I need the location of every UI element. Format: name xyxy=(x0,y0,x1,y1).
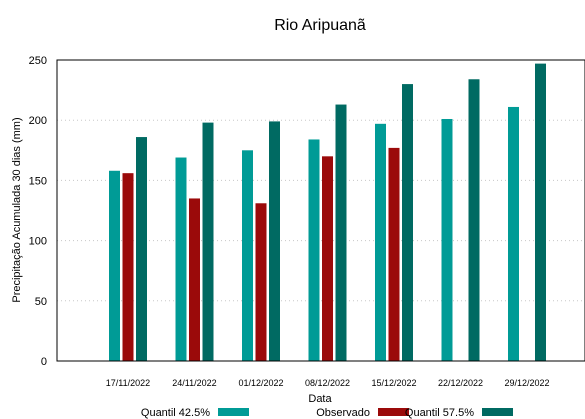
y-axis-label: Precipitação Acumulada 30 dias (mm) xyxy=(11,117,23,302)
legend: Quantil 42.5% Observado Quantil 57.5% xyxy=(141,407,513,419)
bar-observado-4 xyxy=(322,156,333,361)
bar-quantil-42-5-2 xyxy=(175,157,187,361)
bar-observado-2 xyxy=(189,198,200,361)
bar-observado-5 xyxy=(388,147,400,361)
bar-observado-1 xyxy=(122,173,134,361)
x-tick-label: 01/12/2022 xyxy=(238,378,283,388)
x-tick-labels: 17/11/2022 24/11/2022 01/12/2022 08/12/2022… xyxy=(106,378,550,388)
bar-quantil-57-5-4 xyxy=(335,104,347,361)
legend-label: Observado xyxy=(316,407,370,419)
x-tick-label: 22/12/2022 xyxy=(438,378,483,388)
y-tick-label: 0 xyxy=(41,356,47,368)
y-tick-label: 150 xyxy=(29,175,47,187)
legend-label: Quantil 42.5% xyxy=(141,407,210,419)
axes xyxy=(56,59,585,362)
bar-quantil-57-5-3 xyxy=(269,121,280,362)
bar-quantil-42-5-1 xyxy=(109,170,120,361)
x-tick-label: 17/11/2022 xyxy=(106,378,150,388)
bar-quantil-57-5-2 xyxy=(202,122,214,361)
x-axis-label: Data xyxy=(308,393,332,405)
bar-observado-3 xyxy=(255,203,267,361)
x-tick-label: 08/12/2022 xyxy=(305,378,350,388)
legend-swatch xyxy=(378,408,409,416)
bar-quantil-42-5-4 xyxy=(308,139,320,361)
y-tick-labels: 0 50 100 150 200 250 xyxy=(29,55,47,368)
bar-quantil-57-5-1 xyxy=(136,137,147,361)
bars xyxy=(109,63,546,362)
bar-quantil-42-5-6 xyxy=(441,118,453,361)
bar-quantil-42-5-7 xyxy=(508,106,519,362)
x-tick-label: 29/12/2022 xyxy=(504,378,549,388)
x-tick-label: 24/11/2022 xyxy=(172,378,216,388)
y-tick-label: 50 xyxy=(35,296,47,308)
chart-title: Rio Aripuanã xyxy=(274,17,366,34)
legend-swatch xyxy=(218,408,249,416)
bar-quantil-57-5-7 xyxy=(535,63,546,361)
legend-swatch xyxy=(482,408,513,416)
y-tick-label: 250 xyxy=(29,55,47,67)
y-tick-label: 100 xyxy=(29,236,47,248)
bar-quantil-42-5-3 xyxy=(242,150,253,361)
bar-quantil-57-5-6 xyxy=(468,79,480,361)
bar-quantil-57-5-5 xyxy=(402,84,413,361)
plot-frame xyxy=(56,59,585,362)
y-tick-label: 200 xyxy=(29,115,47,127)
x-tick-label: 15/12/2022 xyxy=(371,378,416,388)
legend-label: Quantil 57.5% xyxy=(405,407,474,419)
bar-quantil-42-5-5 xyxy=(375,123,386,361)
